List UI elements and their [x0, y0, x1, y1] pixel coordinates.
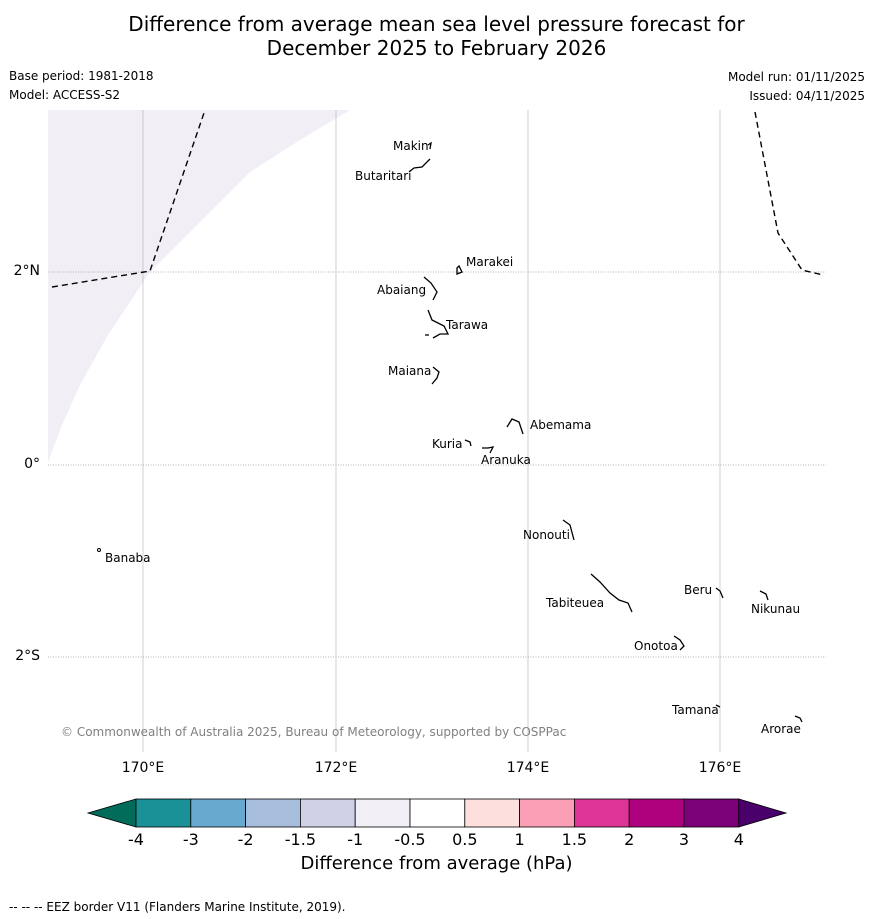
- colorbar-tick-label: 1.5: [561, 830, 588, 849]
- colorbar-segment: [574, 798, 630, 828]
- copyright-notice: © Commonwealth of Australia 2025, Bureau…: [61, 725, 567, 739]
- eez-border: [51, 109, 824, 288]
- colorbar-tick-label: 3: [678, 830, 690, 849]
- colorbar-tick-label: 4: [733, 830, 744, 849]
- colorbar-segment: [135, 798, 192, 828]
- model-name: Model: ACCESS-S2: [9, 88, 121, 102]
- island-banaba: [97, 548, 101, 552]
- place-label: Abemama: [530, 418, 592, 432]
- colorbar-segment: [464, 798, 520, 828]
- colorbar-tick-label: 0.5: [452, 830, 478, 849]
- colorbar-segment: [299, 798, 356, 828]
- place-label: Tabiteuea: [546, 596, 605, 610]
- island-abemama: [506, 418, 524, 435]
- place-label: Tamana: [672, 703, 719, 717]
- colorbar-over-triangle: [738, 798, 788, 828]
- gridlines: [142, 110, 721, 752]
- colorbar-tick-label: 1: [514, 830, 525, 849]
- island-makin: [427, 141, 432, 150]
- island-tamana: [715, 704, 721, 708]
- colorbar: [86, 798, 788, 828]
- colorbar-tick-label: -2: [237, 830, 254, 849]
- place-label: Nikunau: [751, 602, 801, 616]
- island-arorae: [794, 715, 803, 723]
- colorbar-tick-label: -1: [347, 830, 364, 849]
- place-label: Maiana: [388, 364, 432, 378]
- island-maiana: [431, 366, 440, 385]
- place-label: Kuria: [432, 437, 463, 451]
- place-label: Arorae: [761, 722, 801, 736]
- title-line-2: December 2025 to February 2026: [266, 36, 607, 60]
- colorbar-segment: [683, 798, 740, 828]
- island-nikunau: [759, 590, 769, 601]
- x-tick-170e: 170°E: [121, 760, 165, 776]
- colorbar-segment: [245, 798, 301, 828]
- place-label: Marakei: [466, 255, 514, 269]
- colorbar-tick-label: 2: [624, 830, 635, 849]
- island-nonouti: [562, 519, 575, 541]
- place-label: Beru: [684, 583, 713, 597]
- title-line-1: Difference from average mean sea level p…: [128, 12, 745, 36]
- place-label: Abaiang: [377, 283, 427, 297]
- x-tick-176e: 176°E: [698, 760, 742, 776]
- place-label: Aranuka: [481, 453, 531, 467]
- y-tick-0: 0°: [24, 456, 40, 472]
- colorbar-segment: [519, 798, 575, 828]
- place-label: Banaba: [105, 551, 151, 565]
- island-tabiteuea: [590, 573, 633, 613]
- x-tick-172e: 172°E: [314, 760, 358, 776]
- y-tick-2s: 2°S: [15, 648, 40, 664]
- island-beru: [715, 587, 724, 599]
- colorbar-label: Difference from average (hPa): [300, 853, 573, 874]
- island-aranuka: [482, 446, 495, 454]
- island-tarawa: [427, 309, 450, 339]
- place-label: Butaritari: [355, 169, 412, 183]
- colorbar-under-triangle: [86, 798, 137, 828]
- island-marakei: [456, 264, 463, 275]
- pressure-anomaly-shading: [48, 110, 350, 462]
- place-label: Makin: [393, 139, 429, 153]
- colorbar-segment: [409, 798, 466, 828]
- place-label: Nonouti: [523, 528, 570, 542]
- colorbar-tick-label: -0.5: [394, 830, 426, 849]
- colorbar-tick-label: -4: [128, 830, 144, 849]
- colorbar-tick-label: -3: [182, 830, 199, 849]
- island-kuria: [464, 439, 472, 447]
- colorbar-segment: [628, 798, 685, 828]
- x-tick-174e: 174°E: [506, 760, 550, 776]
- latitude-lines: [48, 271, 826, 658]
- place-label: Onotoa: [634, 639, 678, 653]
- colorbar-segment: [190, 798, 247, 828]
- island-butaritari: [408, 158, 431, 173]
- base-period: Base period: 1981-2018: [9, 69, 154, 83]
- colorbar-tick-label: -1.5: [284, 830, 316, 849]
- island-outlines: [408, 141, 803, 723]
- place-label: Tarawa: [446, 318, 489, 332]
- island-onotoa: [673, 635, 685, 651]
- model-run: Model run: 01/11/2025: [727, 70, 865, 84]
- colorbar-segment: [354, 798, 411, 828]
- y-tick-2n: 2°N: [13, 263, 40, 279]
- map-title: Difference from average mean sea level p…: [0, 12, 873, 60]
- island-abaiang: [423, 276, 438, 301]
- issued-date: Issued: 04/11/2025: [749, 89, 865, 103]
- eez-legend-note: -- -- -- EEZ border V11 (Flanders Marine…: [9, 900, 346, 914]
